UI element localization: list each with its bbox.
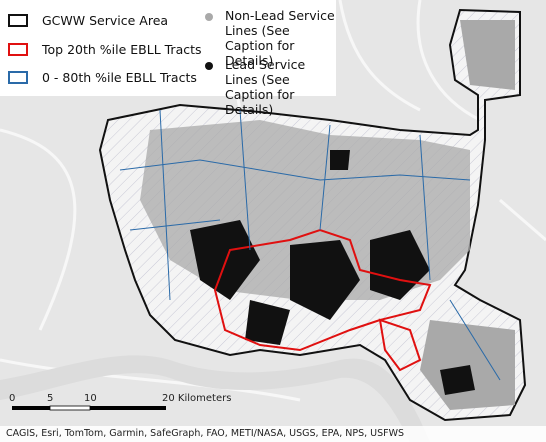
swatch-other-tracts (8, 71, 28, 84)
other-tracts (119, 109, 501, 381)
scale-label: 10 (84, 393, 97, 404)
top-tracts (213, 228, 432, 372)
swatch-non-lead (205, 13, 213, 21)
swatch-service-area (8, 14, 28, 27)
legend-label: Lead Service Lines (See Caption for Deta… (225, 57, 306, 117)
legend-label: 0 - 80th %ile EBLL Tracts (42, 70, 197, 85)
legend-label: GCWW Service Area (42, 13, 169, 28)
swatch-top-tracts (8, 43, 28, 56)
legend: GCWW Service Area Top 20th %ile EBLL Tra… (0, 0, 336, 117)
swatch-lead (205, 62, 213, 70)
attribution: CAGIS, Esri, TomTom, Garmin, SafeGraph, … (0, 426, 546, 442)
legend-label: Non-Lead Service Lines (See Caption for … (225, 8, 335, 68)
river (0, 355, 430, 442)
scale-label: 0 (9, 393, 16, 404)
lead-lines (190, 150, 475, 395)
scale-label: 5 (47, 393, 54, 404)
scale-label: 20 Kilometers (162, 393, 232, 404)
legend-label: Top 20th %ile EBLL Tracts (42, 42, 202, 57)
scale-bar (12, 405, 166, 411)
